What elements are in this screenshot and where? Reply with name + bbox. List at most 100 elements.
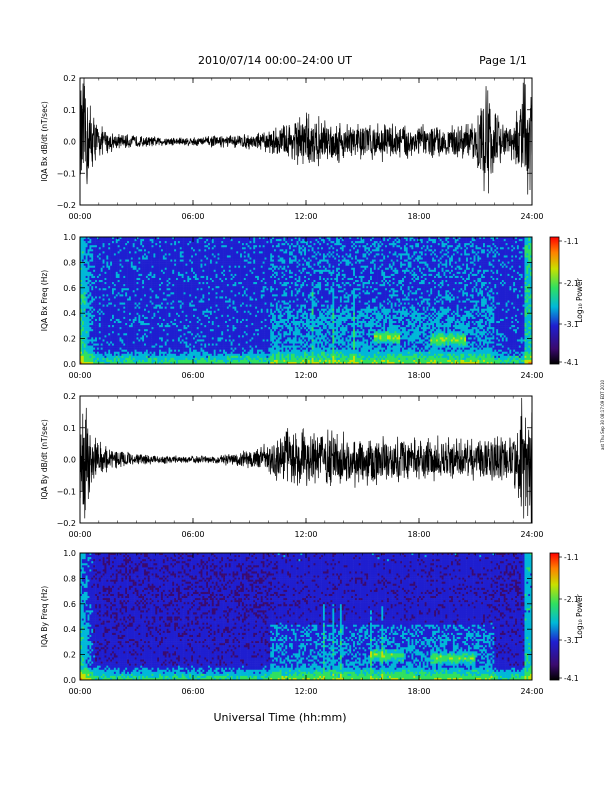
heat-cell — [88, 255, 90, 257]
heat-cell — [118, 249, 120, 251]
heat-cell — [104, 247, 106, 249]
heat-cell — [101, 339, 103, 341]
heat-cell — [114, 288, 116, 290]
heat-cell — [91, 286, 93, 288]
heat-cell — [88, 346, 90, 348]
heat-cell — [89, 327, 91, 329]
heat-cell — [118, 331, 120, 333]
heat-cell — [95, 257, 97, 259]
heat-cell — [97, 255, 99, 257]
heat-cell — [103, 262, 105, 264]
heat-cell — [101, 325, 103, 327]
heat-cell — [123, 307, 125, 309]
heat-cell — [91, 296, 93, 298]
heat-cell — [120, 327, 122, 329]
heat-cell — [112, 245, 114, 247]
heat-cell — [120, 274, 122, 276]
heat-cell — [116, 337, 118, 339]
heat-cell — [112, 313, 114, 315]
heat-cell — [114, 341, 116, 343]
heat-cell — [82, 358, 84, 360]
heat-cell — [97, 268, 99, 270]
heat-cell — [116, 264, 118, 266]
heat-cell — [123, 247, 125, 249]
heat-cell — [112, 360, 114, 362]
heat-cell — [95, 262, 97, 264]
heat-cell — [116, 288, 118, 290]
heat-cell — [116, 286, 118, 288]
heat-cell — [88, 313, 90, 315]
heat-cell — [89, 262, 91, 264]
heat-cell — [86, 276, 88, 278]
heat-cell — [86, 274, 88, 276]
heat-cell — [104, 348, 106, 350]
heat-cell — [103, 307, 105, 309]
heat-cell — [114, 284, 116, 286]
heat-cell — [106, 247, 108, 249]
heat-cell — [104, 290, 106, 292]
heat-cell — [93, 278, 95, 280]
heat-cell — [116, 335, 118, 337]
heat-cell — [82, 335, 84, 337]
heat-cell — [108, 307, 110, 309]
heat-cell — [118, 266, 120, 268]
heat-cell — [84, 282, 86, 284]
heat-cell — [114, 249, 116, 251]
heat-cell — [120, 301, 122, 303]
heat-cell — [103, 360, 105, 362]
heat-cell — [95, 260, 97, 262]
heat-cell — [108, 315, 110, 317]
heat-cell — [89, 251, 91, 253]
heat-cell — [110, 321, 112, 323]
heat-cell — [114, 276, 116, 278]
heat-cell — [91, 348, 93, 350]
heat-cell — [118, 276, 120, 278]
heat-cell — [97, 272, 99, 274]
heat-cell — [93, 290, 95, 292]
heat-cell — [103, 286, 105, 288]
heat-cell — [82, 288, 84, 290]
heat-cell — [112, 290, 114, 292]
heat-cell — [91, 278, 93, 280]
y-tick-label: 0.0 — [63, 138, 76, 147]
heat-cell — [88, 358, 90, 360]
heat-cell — [99, 317, 101, 319]
heat-cell — [121, 280, 123, 282]
heat-cell — [84, 245, 86, 247]
heat-cell — [112, 266, 114, 268]
heat-cell — [103, 241, 105, 243]
heat-cell — [114, 339, 116, 341]
heat-cell — [125, 274, 127, 276]
heat-cell — [120, 292, 122, 294]
heat-cell — [106, 286, 108, 288]
heat-cell — [99, 282, 101, 284]
heat-cell — [82, 341, 84, 343]
heat-cell — [93, 303, 95, 305]
heat-cell — [106, 253, 108, 255]
heat-cell — [101, 309, 103, 311]
heat-cell — [106, 278, 108, 280]
heat-cell — [86, 301, 88, 303]
heat-cell — [106, 339, 108, 341]
line-panel — [80, 76, 532, 205]
heat-cell — [103, 298, 105, 300]
heat-cell — [88, 249, 90, 251]
heat-cell — [99, 352, 101, 354]
heat-cell — [120, 344, 122, 346]
heat-cell — [99, 286, 101, 288]
heat-cell — [82, 239, 84, 241]
heat-cell — [93, 323, 95, 325]
heat-cell — [125, 329, 127, 331]
heat-cell — [108, 249, 110, 251]
heat-cell — [110, 346, 112, 348]
heat-cell — [88, 356, 90, 358]
heat-cell — [88, 294, 90, 296]
heat-cell — [89, 280, 91, 282]
heat-cell — [114, 352, 116, 354]
heat-cell — [84, 270, 86, 272]
heat-cell — [127, 329, 129, 331]
heat-cell — [99, 245, 101, 247]
heat-cell — [114, 303, 116, 305]
heat-cell — [108, 280, 110, 282]
heat-cell — [118, 278, 120, 280]
